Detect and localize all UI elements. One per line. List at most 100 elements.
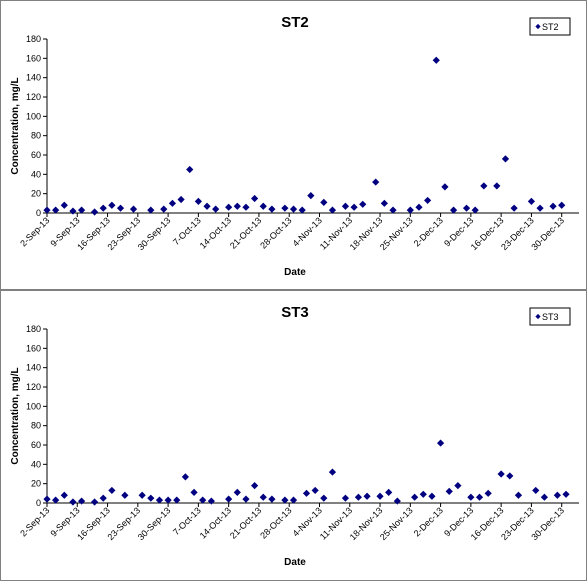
- y-tick-label: 20: [31, 189, 41, 199]
- x-tick-label: 2-Sep-13: [18, 215, 51, 248]
- x-tick-label: 28-Oct-13: [258, 215, 293, 250]
- data-point: [419, 490, 427, 498]
- data-point: [181, 473, 190, 481]
- data-point: [363, 492, 371, 500]
- x-tick-label: 2-Dec-13: [412, 505, 445, 538]
- data-point: [454, 482, 462, 490]
- data-point: [78, 497, 86, 505]
- data-point: [251, 194, 259, 203]
- chart-title: ST3: [281, 304, 309, 321]
- legend-marker-icon: [535, 313, 541, 320]
- data-point: [147, 206, 155, 214]
- data-point: [428, 492, 436, 500]
- data-point: [259, 493, 267, 501]
- data-point: [372, 178, 380, 186]
- data-point: [251, 482, 259, 490]
- data-point: [506, 472, 514, 480]
- data-point: [475, 493, 484, 501]
- data-point: [432, 56, 440, 64]
- data-point: [389, 206, 397, 214]
- legend: ST2: [529, 17, 571, 36]
- y-tick-label: 0: [36, 208, 41, 218]
- data-point: [467, 493, 475, 501]
- chart-st2: ST20204060801001201401601802-Sep-139-Sep…: [10, 14, 579, 278]
- data-point: [160, 205, 168, 213]
- y-tick-label: 160: [26, 343, 41, 353]
- legend-label: ST3: [542, 312, 559, 322]
- data-point: [116, 204, 125, 212]
- data-point: [242, 495, 250, 503]
- data-point: [445, 487, 453, 495]
- data-point: [129, 205, 138, 213]
- y-tick-label: 160: [26, 53, 41, 63]
- data-point: [328, 468, 337, 476]
- y-axis-label: Concentration, mg/L: [10, 367, 21, 464]
- x-tick-label: 30-Sep-13: [136, 505, 173, 542]
- y-tick-label: 80: [31, 131, 41, 141]
- data-point: [540, 493, 548, 501]
- data-point: [307, 192, 315, 200]
- data-point: [212, 205, 220, 213]
- data-point: [497, 470, 505, 478]
- y-tick-label: 0: [36, 498, 41, 508]
- chart-title: ST2: [281, 14, 309, 31]
- data-point: [385, 488, 393, 496]
- data-point: [99, 494, 107, 502]
- data-point: [527, 197, 536, 205]
- data-point: [194, 197, 202, 205]
- data-point: [60, 201, 68, 209]
- data-point: [225, 495, 233, 503]
- y-axis-label: Concentration, mg/L: [10, 77, 21, 174]
- data-point: [510, 204, 518, 212]
- legend-box: [529, 307, 571, 326]
- data-point: [298, 206, 306, 214]
- data-point: [268, 205, 276, 213]
- x-tick-label: 25-Nov-13: [378, 215, 415, 252]
- x-tick-label: 2-Dec-13: [412, 215, 445, 248]
- data-point: [281, 204, 289, 212]
- chart-panel-st2: ST2 0 20 40 60 80 100 120 140 160 180 2-Sep-13 9-Sep…: [0, 0, 587, 290]
- data-point: [233, 488, 241, 496]
- data-point: [350, 203, 358, 211]
- data-point: [60, 491, 68, 499]
- data-point: [549, 202, 557, 210]
- data-point: [480, 182, 488, 190]
- data-point: [121, 491, 129, 499]
- data-point: [376, 492, 384, 500]
- data-point: [225, 203, 233, 211]
- x-tick-label: 28-Oct-13: [258, 505, 293, 540]
- data-point: [43, 495, 51, 503]
- data-point: [78, 206, 86, 214]
- data-point: [108, 486, 116, 495]
- y-tick-label: 180: [26, 34, 41, 44]
- y-tick-label: 140: [26, 73, 41, 83]
- x-tick-label: 30-Dec-13: [529, 215, 566, 252]
- data-point: [441, 183, 449, 191]
- y-tick-label: 40: [31, 459, 41, 469]
- legend-box: [529, 17, 571, 36]
- x-tick-label: 14-Oct-13: [198, 215, 233, 250]
- data-point: [43, 206, 51, 214]
- data-point: [289, 496, 298, 504]
- data-point: [536, 204, 544, 212]
- y-tick-label: 20: [31, 479, 41, 489]
- data-point: [449, 206, 458, 214]
- y-tick-label: 100: [26, 111, 41, 121]
- data-point: [341, 202, 350, 210]
- data-point: [514, 491, 523, 499]
- data-point: [108, 201, 116, 209]
- data-point: [354, 493, 363, 501]
- y-tick-label: 80: [31, 421, 41, 431]
- data-point: [138, 491, 146, 499]
- data-point: [553, 491, 561, 499]
- data-point: [186, 165, 194, 174]
- y-tick-label: 40: [31, 169, 41, 179]
- x-tick-label: 21-Oct-13: [228, 505, 263, 540]
- data-point: [359, 200, 367, 208]
- x-axis-label: Date: [284, 557, 306, 568]
- data-point: [484, 489, 492, 497]
- x-tick-label: 30-Sep-13: [136, 215, 173, 252]
- data-point: [190, 488, 198, 496]
- data-point: [147, 494, 155, 502]
- y-tick-label: 60: [31, 440, 41, 450]
